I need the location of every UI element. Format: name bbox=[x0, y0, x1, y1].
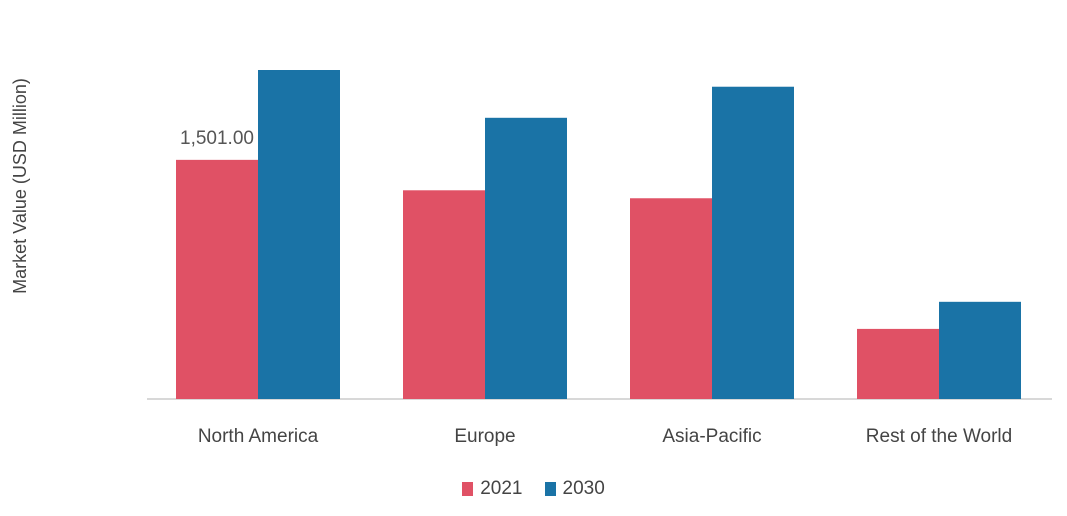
bars-group bbox=[176, 70, 1021, 400]
legend-swatch-2030 bbox=[544, 482, 556, 496]
bar-2030-europe[interactable] bbox=[485, 117, 567, 400]
bar-2021-europe[interactable] bbox=[403, 190, 485, 399]
bar-2030-rest-of-the-world[interactable] bbox=[939, 301, 1021, 399]
bar-2021-asia-pacific[interactable] bbox=[630, 198, 712, 399]
x-tick-label: Europe bbox=[454, 426, 515, 447]
data-label: 1,501.00 bbox=[180, 128, 254, 149]
x-tick-label: Rest of the World bbox=[866, 426, 1012, 447]
x-tick-labels: North America Europe Asia-Pacific Rest of t… bbox=[198, 426, 1012, 447]
legend-item-2021[interactable]: 2021 bbox=[462, 478, 523, 500]
legend: 2021 2030 bbox=[0, 478, 1067, 500]
bar-2030-north-america[interactable] bbox=[258, 70, 340, 399]
legend-label-2030: 2030 bbox=[562, 478, 605, 499]
legend-swatch-2021 bbox=[462, 482, 474, 496]
data-labels: 1,501.00 bbox=[180, 128, 254, 149]
bar-2030-asia-pacific[interactable] bbox=[712, 86, 794, 399]
bar-2021-rest-of-the-world[interactable] bbox=[857, 328, 939, 399]
x-tick-label: Asia-Pacific bbox=[662, 426, 761, 447]
legend-item-2030[interactable]: 2030 bbox=[544, 478, 605, 500]
legend-label-2021: 2021 bbox=[480, 478, 523, 499]
bar-2021-north-america[interactable] bbox=[176, 159, 258, 399]
y-axis-label: Market Value (USD Million) bbox=[10, 78, 30, 294]
x-tick-label: North America bbox=[198, 426, 319, 447]
